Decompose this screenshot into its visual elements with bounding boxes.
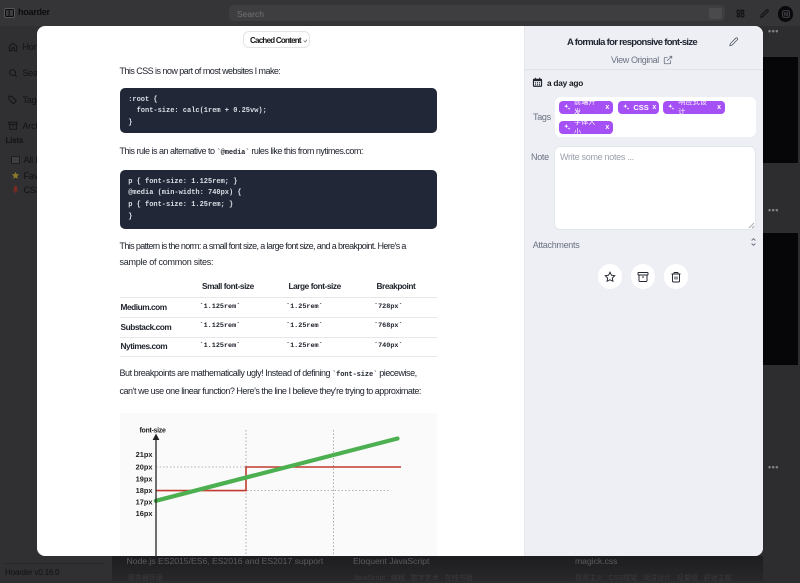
- svg-text:font-size: font-size: [139, 428, 165, 435]
- svg-text:20px: 20px: [135, 463, 153, 472]
- svg-text:17px: 17px: [135, 498, 153, 507]
- svg-text:19px: 19px: [135, 474, 153, 483]
- svg-text:21px: 21px: [135, 450, 153, 459]
- svg-text:18px: 18px: [135, 486, 153, 495]
- svg-text:16px: 16px: [135, 509, 153, 518]
